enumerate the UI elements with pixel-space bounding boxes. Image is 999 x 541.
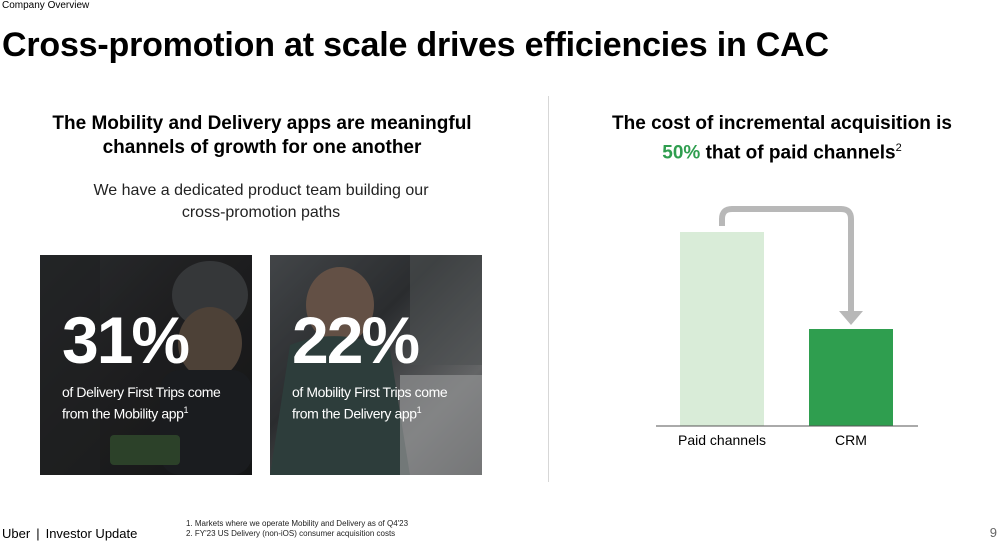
bar-paid-channels: [680, 232, 764, 426]
arrow-head-icon: [839, 311, 863, 325]
footnote-marker: 1: [183, 405, 189, 415]
breadcrumb: Company Overview: [2, 0, 90, 11]
footnote-marker: 2: [895, 142, 902, 154]
page-number: 9: [989, 525, 997, 540]
footnote-marker: 1: [416, 405, 422, 415]
card-overlay: [270, 255, 482, 475]
footnotes: 1. Markets where we operate Mobility and…: [186, 519, 408, 539]
bar-crm: [809, 329, 893, 426]
stat-value: 31%: [62, 303, 190, 377]
left-heading: The Mobility and Delivery apps are meani…: [20, 112, 504, 160]
left-heading-line2: channels of growth for one another: [102, 137, 422, 158]
left-sub-line2: cross-promotion paths: [181, 204, 341, 221]
cac-bar-chart: Paid channels CRM: [640, 195, 940, 455]
stat-card-delivery: 31% of Delivery First Trips come from th…: [40, 255, 252, 475]
right-heading-line2: 50% that of paid channels2: [560, 136, 999, 165]
footer-separator: |: [36, 526, 40, 541]
stat-card-mobility: 22% of Mobility First Trips come from th…: [270, 255, 482, 475]
left-subheading: We have a dedicated product team buildin…: [40, 180, 482, 224]
footnote-1: 1. Markets where we operate Mobility and…: [186, 519, 409, 528]
stat-desc-line2: from the Mobility app: [62, 405, 184, 422]
stat-desc-line2: from the Delivery app: [292, 405, 417, 422]
right-heading-rest: that of paid channels: [700, 142, 896, 164]
section-divider: [548, 96, 549, 482]
stat-description: of Mobility First Trips come from the De…: [292, 383, 478, 423]
footer-label: Investor Update: [45, 526, 138, 541]
left-heading-line1: The Mobility and Delivery apps are meani…: [52, 113, 472, 134]
footer-brand: Uber: [2, 526, 31, 541]
rider-photo: [270, 255, 482, 475]
footnote-2: 2. FY'23 US Delivery (non-iOS) consumer …: [186, 529, 396, 538]
right-heading-line1: The cost of incremental acquisition is: [612, 113, 952, 134]
category-label: Paid channels: [678, 432, 766, 448]
stat-description: of Delivery First Trips come from the Mo…: [62, 383, 248, 423]
courier-photo: [40, 255, 252, 475]
stat-desc-line1: of Mobility First Trips come: [292, 384, 448, 400]
category-label: CRM: [835, 432, 867, 448]
card-overlay: [40, 255, 252, 475]
right-heading: The cost of incremental acquisition is 5…: [560, 112, 999, 165]
chart-canvas: Paid channels CRM: [656, 206, 918, 448]
page-title: Cross-promotion at scale drives efficien…: [2, 26, 829, 64]
highlight-percentage: 50%: [662, 142, 701, 164]
transfer-arrow: [719, 206, 854, 311]
footer-brand-line: Uber | Investor Update: [2, 526, 137, 541]
stat-desc-line1: of Delivery First Trips come: [62, 384, 221, 400]
stat-value: 22%: [292, 303, 420, 377]
left-sub-line1: We have a dedicated product team buildin…: [93, 182, 429, 199]
